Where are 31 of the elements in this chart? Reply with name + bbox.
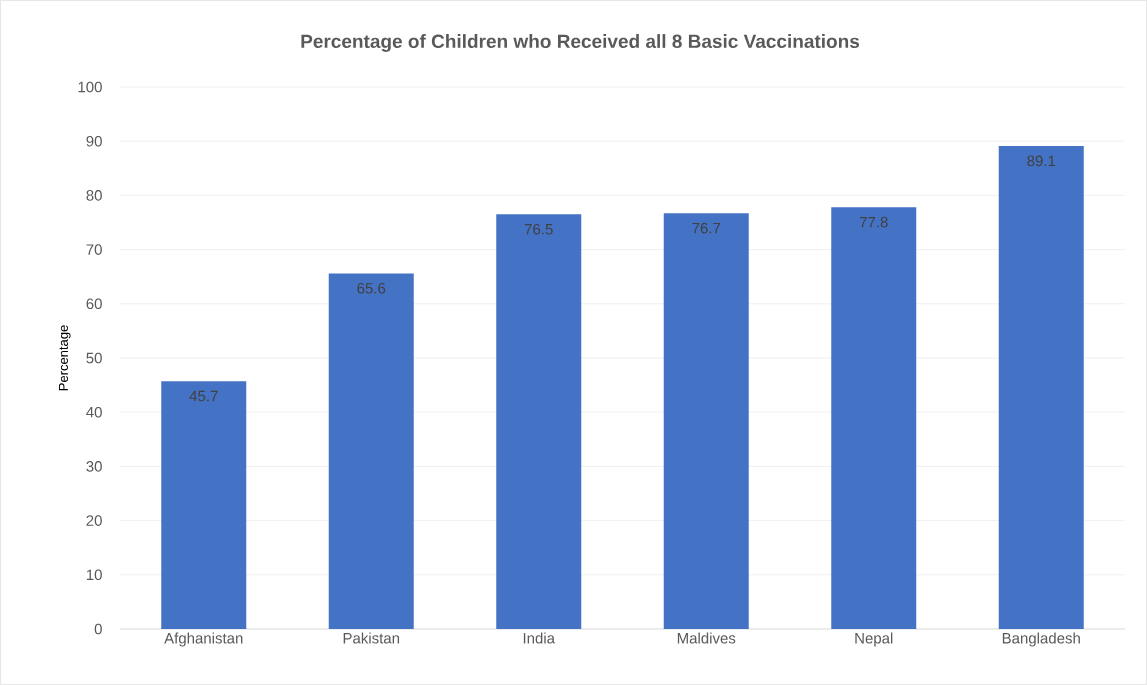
y-tick-label: 90 [86,135,102,147]
bar [998,146,1084,629]
x-tick-label: Afghanistan [164,632,243,647]
x-tick-label: Bangladesh [1002,632,1080,647]
x-tick-label: Pakistan [343,632,400,644]
x-tick-label: Maldives [677,632,736,644]
y-tick-label: 60 [86,298,102,310]
y-axis-title: Percentage [58,325,71,391]
data-label: 77.8 [859,216,888,228]
y-tick-label: 0 [94,623,102,635]
y-tick-label: 70 [86,244,102,255]
data-label: 89.1 [1027,155,1056,167]
bar [831,207,917,629]
y-tick-label: 80 [86,190,102,201]
data-label: 65.6 [357,282,386,294]
bar [663,213,749,629]
data-label: 45.7 [189,390,218,402]
y-tick-label: 20 [86,515,102,526]
data-label: 76.5 [524,223,553,235]
bar [496,214,582,629]
x-tick-label: India [523,632,556,644]
y-tick-label: 40 [86,406,102,418]
y-tick-label: 10 [86,569,102,581]
bar [328,273,414,629]
x-tick-label: Nepal [855,632,893,647]
data-label: 76.7 [692,222,721,234]
bar [161,381,247,629]
y-tick-label: 50 [86,352,102,364]
chart-title: Percentage of Children who Received all 8 Basic Vaccinations [301,34,860,52]
y-tick-label: 30 [86,461,102,472]
y-tick-label: 100 [78,81,102,93]
